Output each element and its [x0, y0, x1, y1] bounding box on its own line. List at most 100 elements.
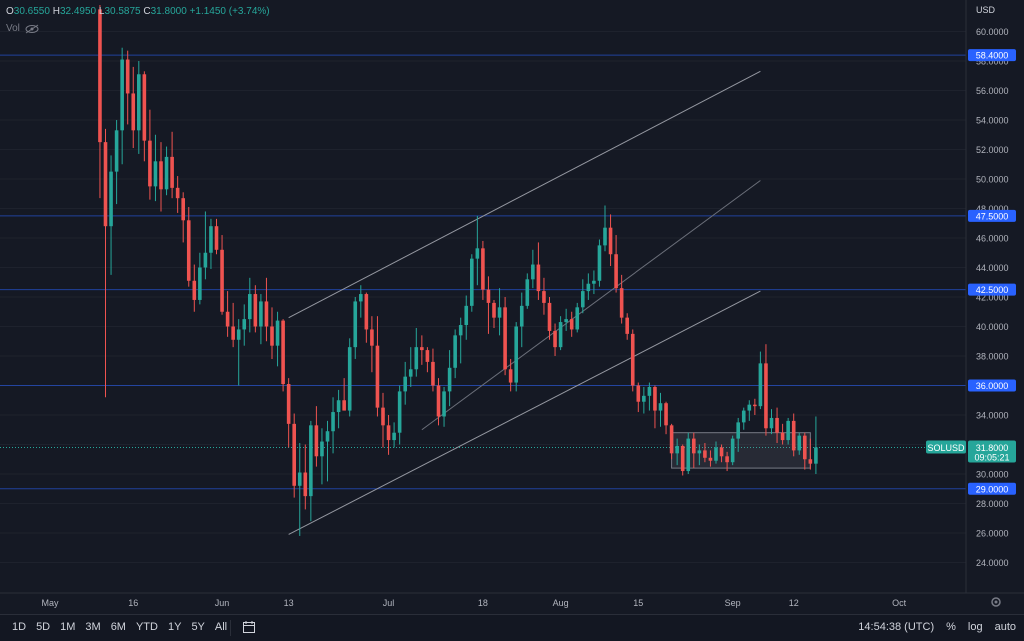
candle: [148, 109, 152, 200]
auto-toggle[interactable]: auto: [994, 621, 1016, 633]
candle: [303, 444, 308, 510]
range-all[interactable]: All: [214, 621, 228, 633]
candle: [175, 176, 180, 213]
y-tick-label: 40.0000: [976, 322, 1009, 332]
candle: [103, 128, 108, 398]
candle-body: [425, 350, 430, 362]
candle-body: [325, 431, 330, 442]
candle-body: [803, 435, 807, 460]
time-axis: May 16 Jun 13 Jul 18 Aug 15 Sep 12 Oct: [41, 598, 906, 608]
range-5d[interactable]: 5D: [36, 621, 51, 633]
candle-body: [497, 307, 502, 318]
level-price-tag: [968, 283, 1016, 296]
level-price-label: 29.0000: [976, 484, 1009, 494]
candle-body: [175, 187, 180, 199]
candle: [708, 450, 713, 467]
settings-icon[interactable]: [991, 597, 1001, 607]
candle: [181, 192, 185, 243]
candle-body: [703, 450, 707, 458]
range-3m[interactable]: 3M: [85, 621, 101, 633]
candle-body: [642, 395, 646, 402]
candle: [692, 432, 696, 469]
candle: [286, 378, 291, 448]
y-tick-label: 44.0000: [976, 263, 1009, 273]
candle-body: [231, 326, 235, 340]
candles: [98, 4, 818, 536]
range-5y[interactable]: 5Y: [191, 621, 205, 633]
candle: [236, 319, 241, 386]
candle-body: [309, 425, 313, 497]
candle-body: [775, 417, 779, 433]
candle-body: [314, 425, 319, 457]
level-price-label: 42.5000: [976, 285, 1009, 295]
candle-body: [814, 447, 818, 464]
candle-body: [353, 301, 358, 348]
time-readout[interactable]: 14:54:38 (UTC): [858, 621, 935, 633]
percent-toggle[interactable]: %: [946, 621, 956, 633]
candle-body: [780, 432, 785, 441]
candle-body: [131, 93, 136, 131]
range-1y[interactable]: 1Y: [167, 621, 182, 633]
candle: [569, 311, 574, 337]
candle: [170, 131, 174, 199]
candle-body: [569, 319, 574, 330]
candle-body: [725, 456, 729, 463]
candle-body: [125, 59, 130, 94]
range-1d[interactable]: 1D: [12, 621, 27, 633]
candle-body: [436, 385, 441, 417]
candle-body: [680, 445, 685, 472]
y-tick-label: 24.0000: [976, 558, 1009, 568]
range-1m[interactable]: 1M: [60, 621, 76, 633]
currency-label[interactable]: USD: [976, 5, 996, 15]
candle-body: [364, 294, 369, 330]
candle: [703, 443, 707, 463]
candle: [264, 277, 269, 342]
candle: [492, 299, 496, 328]
candle-body: [714, 447, 718, 461]
candle-body: [442, 391, 446, 417]
hidden-eye-icon[interactable]: [25, 24, 39, 34]
candle-body: [758, 363, 763, 407]
candle-body: [658, 403, 663, 411]
candle-body: [403, 376, 407, 392]
candle-body: [292, 423, 296, 486]
candle-body: [675, 445, 679, 454]
candle-body: [420, 347, 424, 351]
candle-body: [664, 403, 668, 426]
candle-body: [242, 319, 247, 330]
candle: [814, 416, 818, 474]
candle: [470, 254, 474, 312]
candle: [730, 435, 735, 466]
candle: [386, 415, 391, 455]
candle: [630, 329, 635, 392]
candle: [558, 316, 563, 351]
level-price-tag: [968, 482, 1016, 495]
calendar-goto-icon[interactable]: [242, 620, 256, 634]
candle: [292, 413, 296, 498]
candle: [725, 451, 729, 472]
candle-body: [303, 472, 308, 497]
candle: [597, 239, 602, 287]
candle: [214, 218, 219, 255]
change-value: +1.1450 (+3.74%): [189, 6, 270, 17]
bottom-toolbar: 1D 5D 1M 3M 6M YTD 1Y 5Y All 14:54:38 (U…: [0, 614, 1024, 641]
candle-body: [114, 130, 119, 172]
range-ytd[interactable]: YTD: [135, 621, 158, 633]
close-label: C: [143, 6, 151, 17]
range-6m[interactable]: 6M: [110, 621, 126, 633]
log-toggle[interactable]: log: [967, 621, 983, 633]
candle: [420, 335, 424, 365]
volume-legend[interactable]: Vol: [6, 23, 39, 34]
candle: [353, 297, 358, 359]
candle-body: [153, 161, 158, 187]
candle-body: [553, 330, 557, 348]
candle-body: [320, 441, 324, 457]
x-tick-label: 16: [128, 598, 138, 608]
low-label: L: [98, 6, 105, 17]
y-tick-label: 50.0000: [976, 175, 1009, 185]
candle: [481, 240, 485, 300]
candle: [253, 285, 258, 333]
price-tags: 58.4000 47.5000 42.5000 36.0000 29.0000 SOLUS…: [926, 49, 1016, 495]
candle: [586, 273, 591, 300]
